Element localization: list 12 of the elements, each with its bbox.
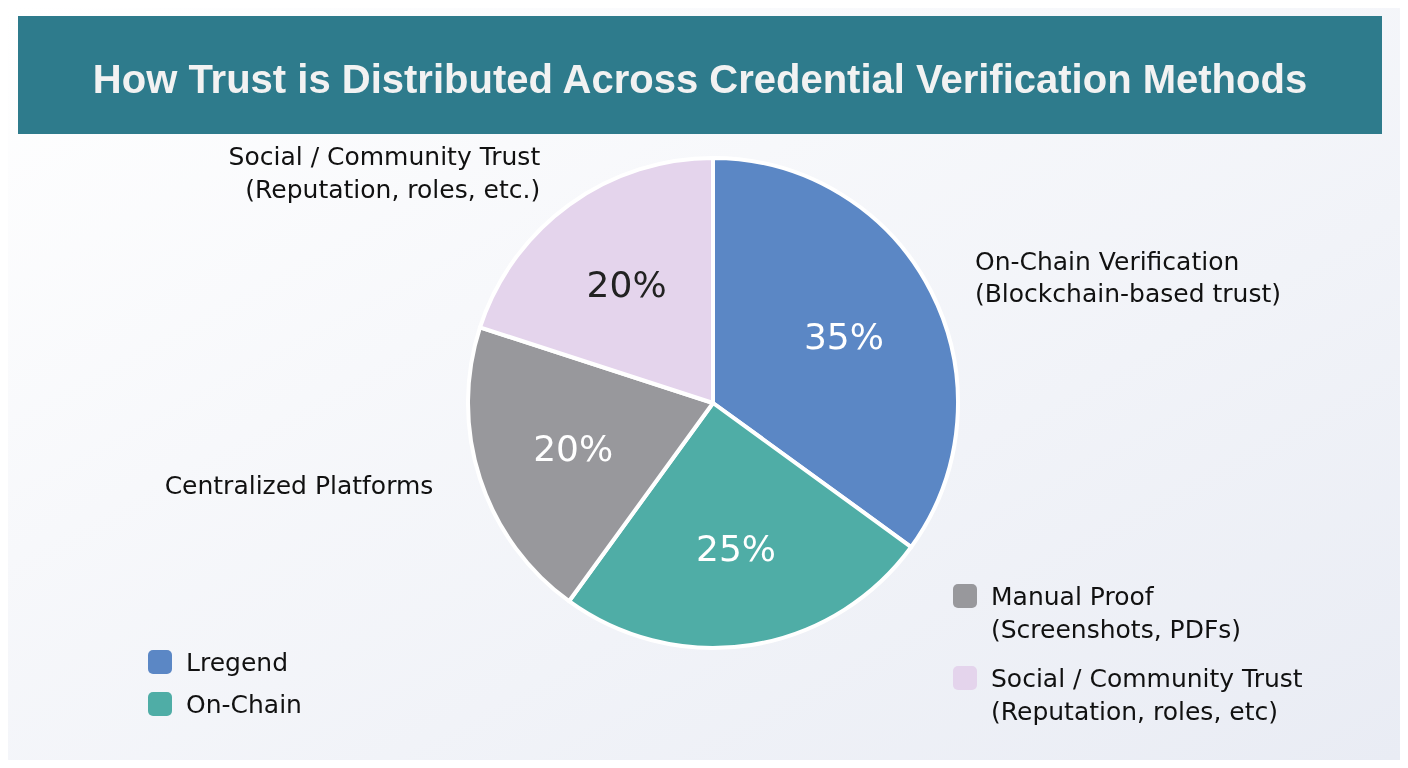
text: Social / Community Trust (Reputation, roles, etc): [991, 664, 1303, 726]
text: On-Chain: [186, 690, 302, 719]
data-label: 20%: [586, 264, 667, 306]
text: Manual Proof (Screenshots, PDFs): [991, 582, 1242, 644]
slice-label: Centralized Platforms: [164, 470, 434, 500]
chart-title: How Trust is Distributed Across Credential Verification Methods: [92, 57, 1308, 101]
data-label: 25%: [695, 528, 776, 570]
data-label: 20%: [533, 428, 614, 470]
slice-label: Social / Community Trust (Reputation, roles, etc.): [228, 142, 541, 204]
slice-label: On-Chain Verification (Blockchain-based trust): [974, 246, 1281, 309]
text: Lregend: [186, 648, 289, 677]
data-label: 35%: [803, 316, 884, 358]
